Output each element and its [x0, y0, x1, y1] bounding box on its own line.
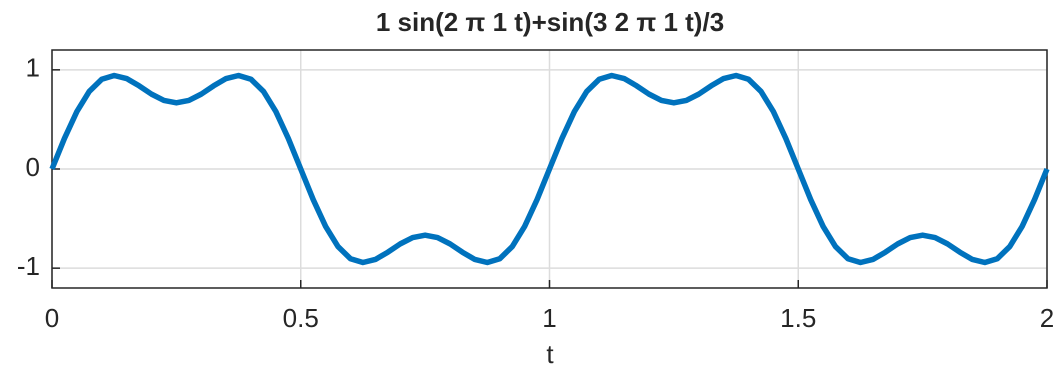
x-tick-label: 0.5: [283, 303, 319, 333]
y-tick-label: 0: [26, 152, 40, 182]
x-axis-label: t: [546, 339, 554, 369]
x-tick-label: 1: [542, 303, 556, 333]
x-tick-label: 2: [1040, 303, 1054, 333]
x-tick-label: 1.5: [780, 303, 816, 333]
y-tick-label: -1: [17, 251, 40, 281]
x-tick-label: 0: [45, 303, 59, 333]
line: [49, 72, 1050, 266]
chart-title: 1 sin(2 π 1 t)+sin(3 2 π 1 t)/3: [376, 7, 724, 37]
y-tick-label: 1: [26, 53, 40, 83]
